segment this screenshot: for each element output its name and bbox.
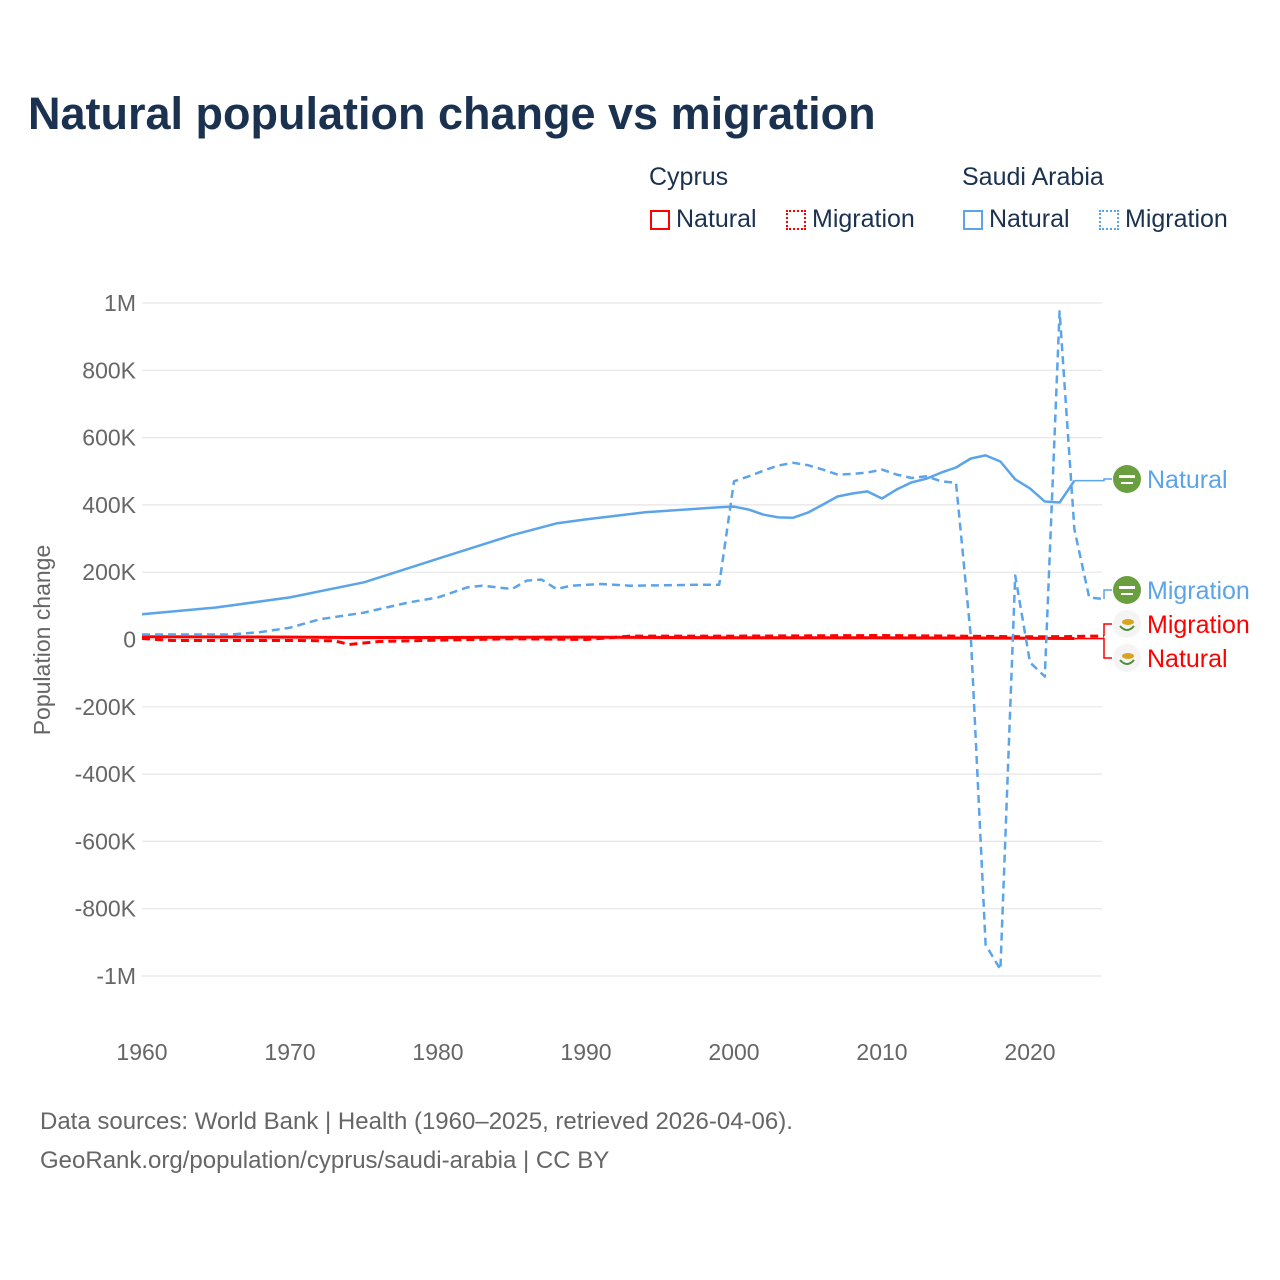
solid-swatch-icon — [650, 209, 670, 230]
y-tick-label: 600K — [82, 425, 136, 451]
legend-label: Natural — [989, 205, 1070, 233]
y-tick-label: 0 — [123, 627, 136, 653]
flag-sword-icon — [1121, 593, 1133, 595]
plot-area: 1M 800K 600K 400K 200K 0 -200K -400K -600K -800K -… — [29, 290, 1250, 1065]
series-end-label: Migration — [1147, 577, 1250, 605]
x-tick-label: 2010 — [856, 1039, 907, 1065]
legend-cyprus-natural[interactable]: Natural — [650, 205, 757, 234]
flag-emblem-icon — [1119, 475, 1135, 478]
legend-group-cyprus: Cyprus — [649, 163, 729, 191]
series-end-label: Natural — [1147, 466, 1228, 494]
chart-title: Natural population change vs migration — [28, 88, 876, 139]
y-tick-label: 200K — [82, 559, 136, 585]
y-tick-label: 1M — [104, 290, 136, 316]
x-tick-label: 2020 — [1004, 1039, 1055, 1065]
flag-emblem-icon — [1119, 586, 1135, 589]
x-tick-label: 1990 — [560, 1039, 611, 1065]
y-tick-label: 400K — [82, 492, 136, 518]
island-icon — [1122, 653, 1134, 659]
saudi-flag-icon — [1113, 576, 1141, 604]
y-tick-label: 800K — [82, 357, 136, 383]
x-tick-label: 1980 — [412, 1039, 463, 1065]
series-line-cyprus-natural[interactable] — [141, 635, 1075, 640]
x-tick-label: 1960 — [116, 1039, 167, 1065]
olive-branch-icon — [1119, 659, 1135, 665]
y-tick-label: -600K — [75, 828, 137, 854]
legend-group-saudi-arabia: Saudi Arabia — [962, 163, 1104, 191]
series-line-cyprus-migration[interactable] — [141, 634, 1104, 646]
legend-saudi-migration[interactable]: Migration — [1099, 205, 1228, 234]
dotted-swatch-icon — [1099, 209, 1119, 230]
island-icon — [1122, 619, 1134, 625]
dotted-swatch-icon — [786, 209, 806, 230]
x-tick-label: 2000 — [708, 1039, 759, 1065]
label-connector — [1103, 589, 1112, 600]
legend-label: Natural — [676, 205, 757, 233]
legend-saudi-natural[interactable]: Natural — [963, 205, 1070, 234]
y-tick-label: -1M — [96, 963, 136, 989]
y-axis-label: Population change — [29, 545, 55, 736]
series-line-saudi-arabia-natural[interactable] — [141, 454, 1076, 616]
series-line-saudi-arabia-migration[interactable] — [142, 310, 1105, 971]
series-end-label: Natural — [1147, 645, 1228, 673]
y-tick-label: -200K — [75, 694, 137, 720]
saudi-flag-icon — [1113, 465, 1141, 493]
y-tick-label: -800K — [75, 896, 137, 922]
data-source-text: Data sources: World Bank | Health (1960–… — [40, 1108, 793, 1135]
label-connector — [1074, 637, 1112, 659]
flag-sword-icon — [1121, 482, 1133, 484]
series-end-label: Migration — [1147, 611, 1250, 639]
legend-label: Migration — [812, 205, 915, 233]
attribution-link[interactable]: GeoRank.org/population/cyprus/saudi-arab… — [40, 1147, 610, 1174]
legend-label: Migration — [1125, 205, 1228, 233]
legend-cyprus-migration[interactable]: Migration — [786, 205, 915, 234]
label-connector — [1103, 623, 1112, 637]
label-connector — [1074, 478, 1112, 482]
x-tick-label: 1970 — [264, 1039, 315, 1065]
y-tick-label: -400K — [75, 761, 137, 787]
olive-branch-icon — [1119, 625, 1135, 631]
solid-swatch-icon — [963, 209, 983, 230]
